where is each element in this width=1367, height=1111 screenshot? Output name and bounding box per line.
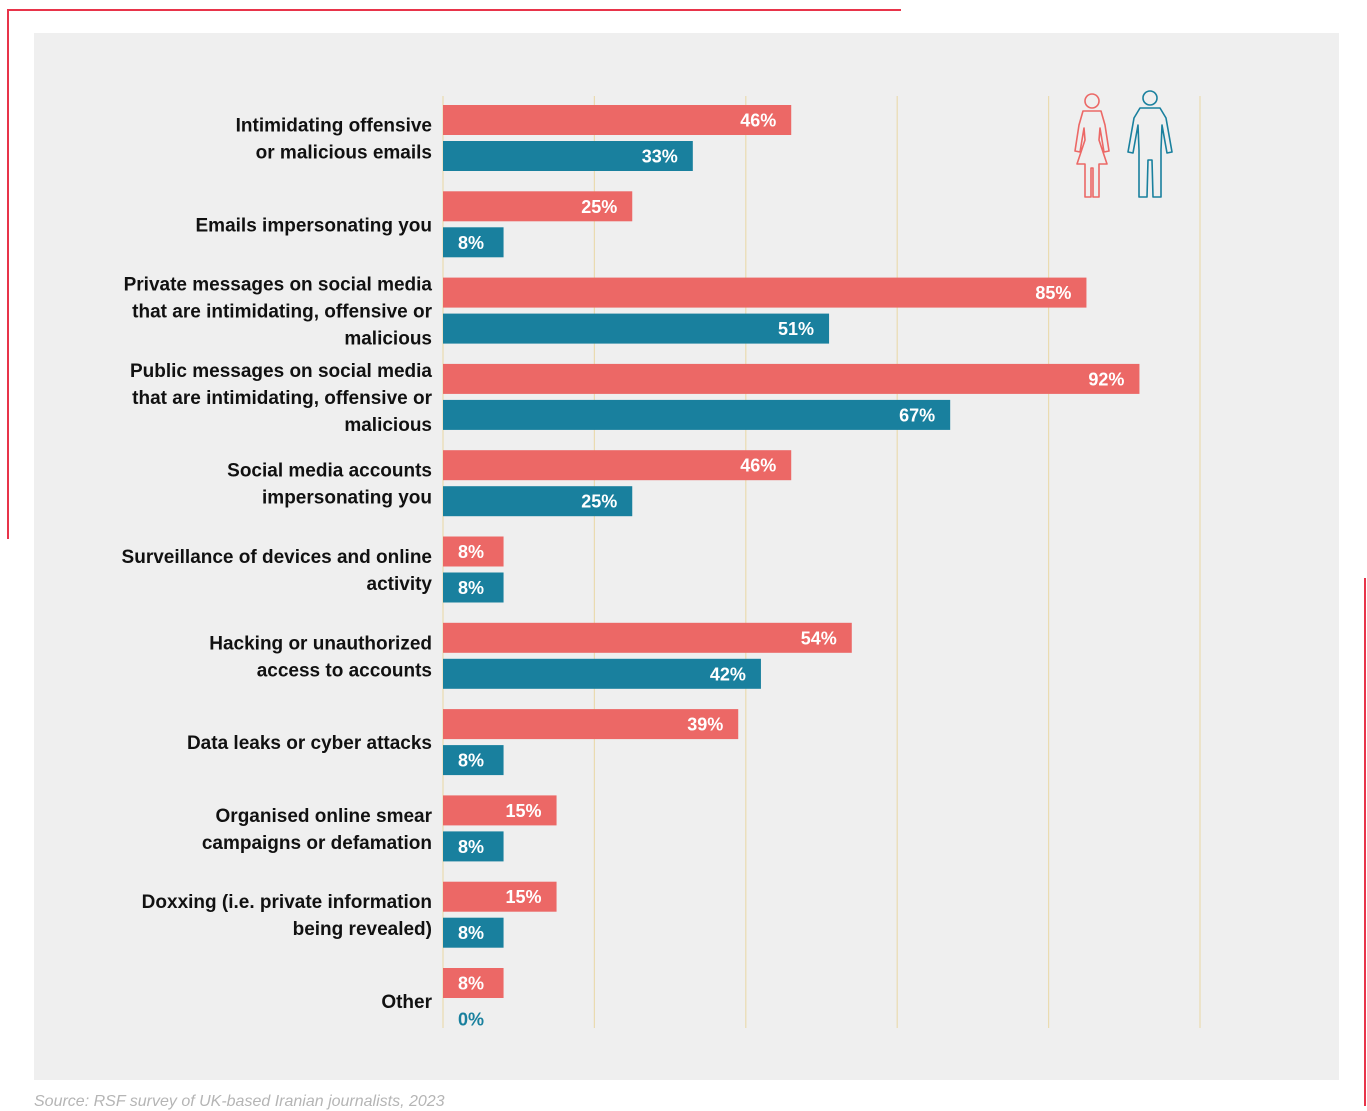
- category-label: Hacking or unauthorized: [209, 633, 432, 654]
- frame-top-line: [7, 9, 901, 11]
- value-label: 42%: [710, 664, 746, 684]
- men-bar: [443, 745, 504, 776]
- frame-left-line: [7, 9, 9, 539]
- category-label: that are intimidating, offensive or: [132, 302, 432, 323]
- category-label: access to accounts: [257, 660, 432, 681]
- value-label: 8%: [458, 837, 484, 857]
- category-label: Social media accounts: [227, 461, 432, 482]
- men-bar: [443, 572, 504, 603]
- woman-icon: [1074, 93, 1110, 198]
- women-bar: [443, 363, 1140, 394]
- men-bar: [443, 227, 504, 258]
- value-label: 8%: [458, 578, 484, 598]
- frame-right-line: [1364, 578, 1366, 1106]
- man-icon: [1127, 90, 1173, 198]
- women-bar: [443, 709, 739, 740]
- value-label: 25%: [581, 197, 617, 217]
- men-bar: [443, 658, 761, 689]
- value-label: 39%: [687, 715, 723, 735]
- men-bar: [443, 313, 830, 344]
- category-label: malicious: [344, 329, 432, 350]
- category-label: Intimidating offensive: [236, 116, 432, 137]
- value-label: 15%: [506, 887, 542, 907]
- category-label: Emails impersonating you: [196, 215, 433, 236]
- women-bar: [443, 105, 792, 135]
- women-bar: [443, 536, 504, 567]
- value-label: 0%: [458, 1010, 484, 1030]
- women-bar: [443, 622, 852, 653]
- chart-panel: [34, 33, 1339, 1080]
- men-bar: [443, 917, 504, 948]
- category-label: Doxxing (i.e. private information: [142, 892, 432, 913]
- men-bar: [443, 141, 693, 171]
- women-bar: [443, 450, 792, 481]
- men-bar: [443, 486, 633, 517]
- category-label: that are intimidating, offensive or: [132, 388, 432, 409]
- category-label: Public messages on social media: [130, 361, 432, 382]
- source-note: Source: RSF survey of UK-based Iranian j…: [34, 1093, 445, 1110]
- category-label: being revealed): [293, 919, 432, 940]
- women-bar: [443, 968, 504, 998]
- value-label: 85%: [1035, 283, 1071, 303]
- category-label: impersonating you: [262, 488, 432, 509]
- women-bar: [443, 795, 557, 826]
- category-label: Private messages on social media: [124, 275, 433, 296]
- value-label: 8%: [458, 233, 484, 253]
- category-label: Data leaks or cyber attacks: [187, 733, 432, 754]
- value-label: 25%: [581, 492, 617, 512]
- value-label: 15%: [506, 801, 542, 821]
- value-label: 8%: [458, 751, 484, 771]
- value-label: 92%: [1088, 369, 1124, 389]
- category-label: Organised online smear: [216, 806, 433, 827]
- value-label: 51%: [778, 319, 814, 339]
- category-label: or malicious emails: [256, 143, 432, 164]
- legend: [1074, 90, 1173, 198]
- category-label: Other: [381, 992, 432, 1013]
- women-bar: [443, 881, 557, 912]
- value-label: 8%: [458, 974, 484, 994]
- women-bar: [443, 191, 633, 222]
- value-label: 54%: [801, 628, 837, 648]
- value-label: 46%: [740, 111, 776, 131]
- value-label: 33%: [642, 147, 678, 167]
- value-label: 8%: [458, 542, 484, 562]
- value-label: 8%: [458, 923, 484, 943]
- category-labels: Intimidating offensive or malicious email…: [122, 116, 433, 1014]
- value-label: 46%: [740, 456, 776, 476]
- men-bar: [443, 831, 504, 862]
- category-label: campaigns or defamation: [202, 833, 432, 854]
- bars: 46% 33% 25% 8% 85% 51% 92% 67% 46% 25% 8% 8% 54% 42% 3…: [443, 105, 1140, 1030]
- category-label: Surveillance of devices and online: [122, 547, 432, 568]
- men-bar: [443, 399, 951, 430]
- women-bar: [443, 277, 1087, 308]
- value-label: 67%: [899, 405, 935, 425]
- category-label: malicious: [344, 415, 432, 436]
- category-label: activity: [367, 574, 433, 595]
